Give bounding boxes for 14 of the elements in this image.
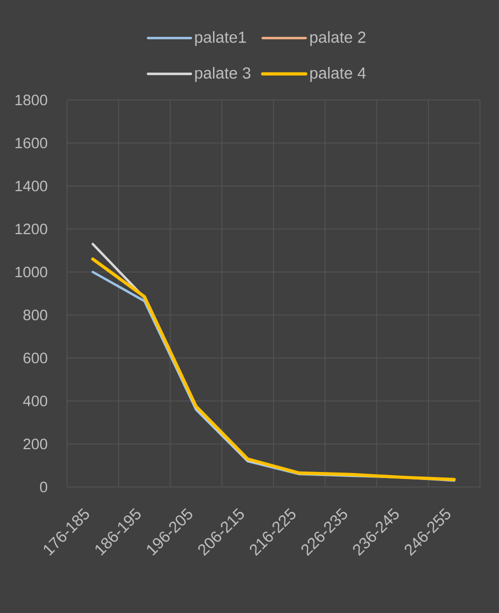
y-tick-label: 1200: [16, 224, 48, 234]
y-tick-label: 0: [40, 482, 48, 492]
legend-label: palate1: [195, 31, 246, 46]
y-tick-label: 1800: [16, 94, 48, 106]
y-tick-label: 1600: [16, 138, 48, 148]
legend-label: palate 4: [310, 66, 366, 82]
y-tick-label: 200: [24, 438, 48, 450]
y-tick-label: 1400: [16, 180, 48, 192]
y-tick-label: 800: [23, 310, 48, 320]
legend-label: palate 2: [310, 31, 366, 46]
y-tick-label: 600: [24, 352, 48, 364]
y-tick-label: 1000: [16, 266, 48, 278]
y-tick-label: 400: [23, 396, 48, 406]
legend-label: palate 3: [195, 66, 250, 82]
